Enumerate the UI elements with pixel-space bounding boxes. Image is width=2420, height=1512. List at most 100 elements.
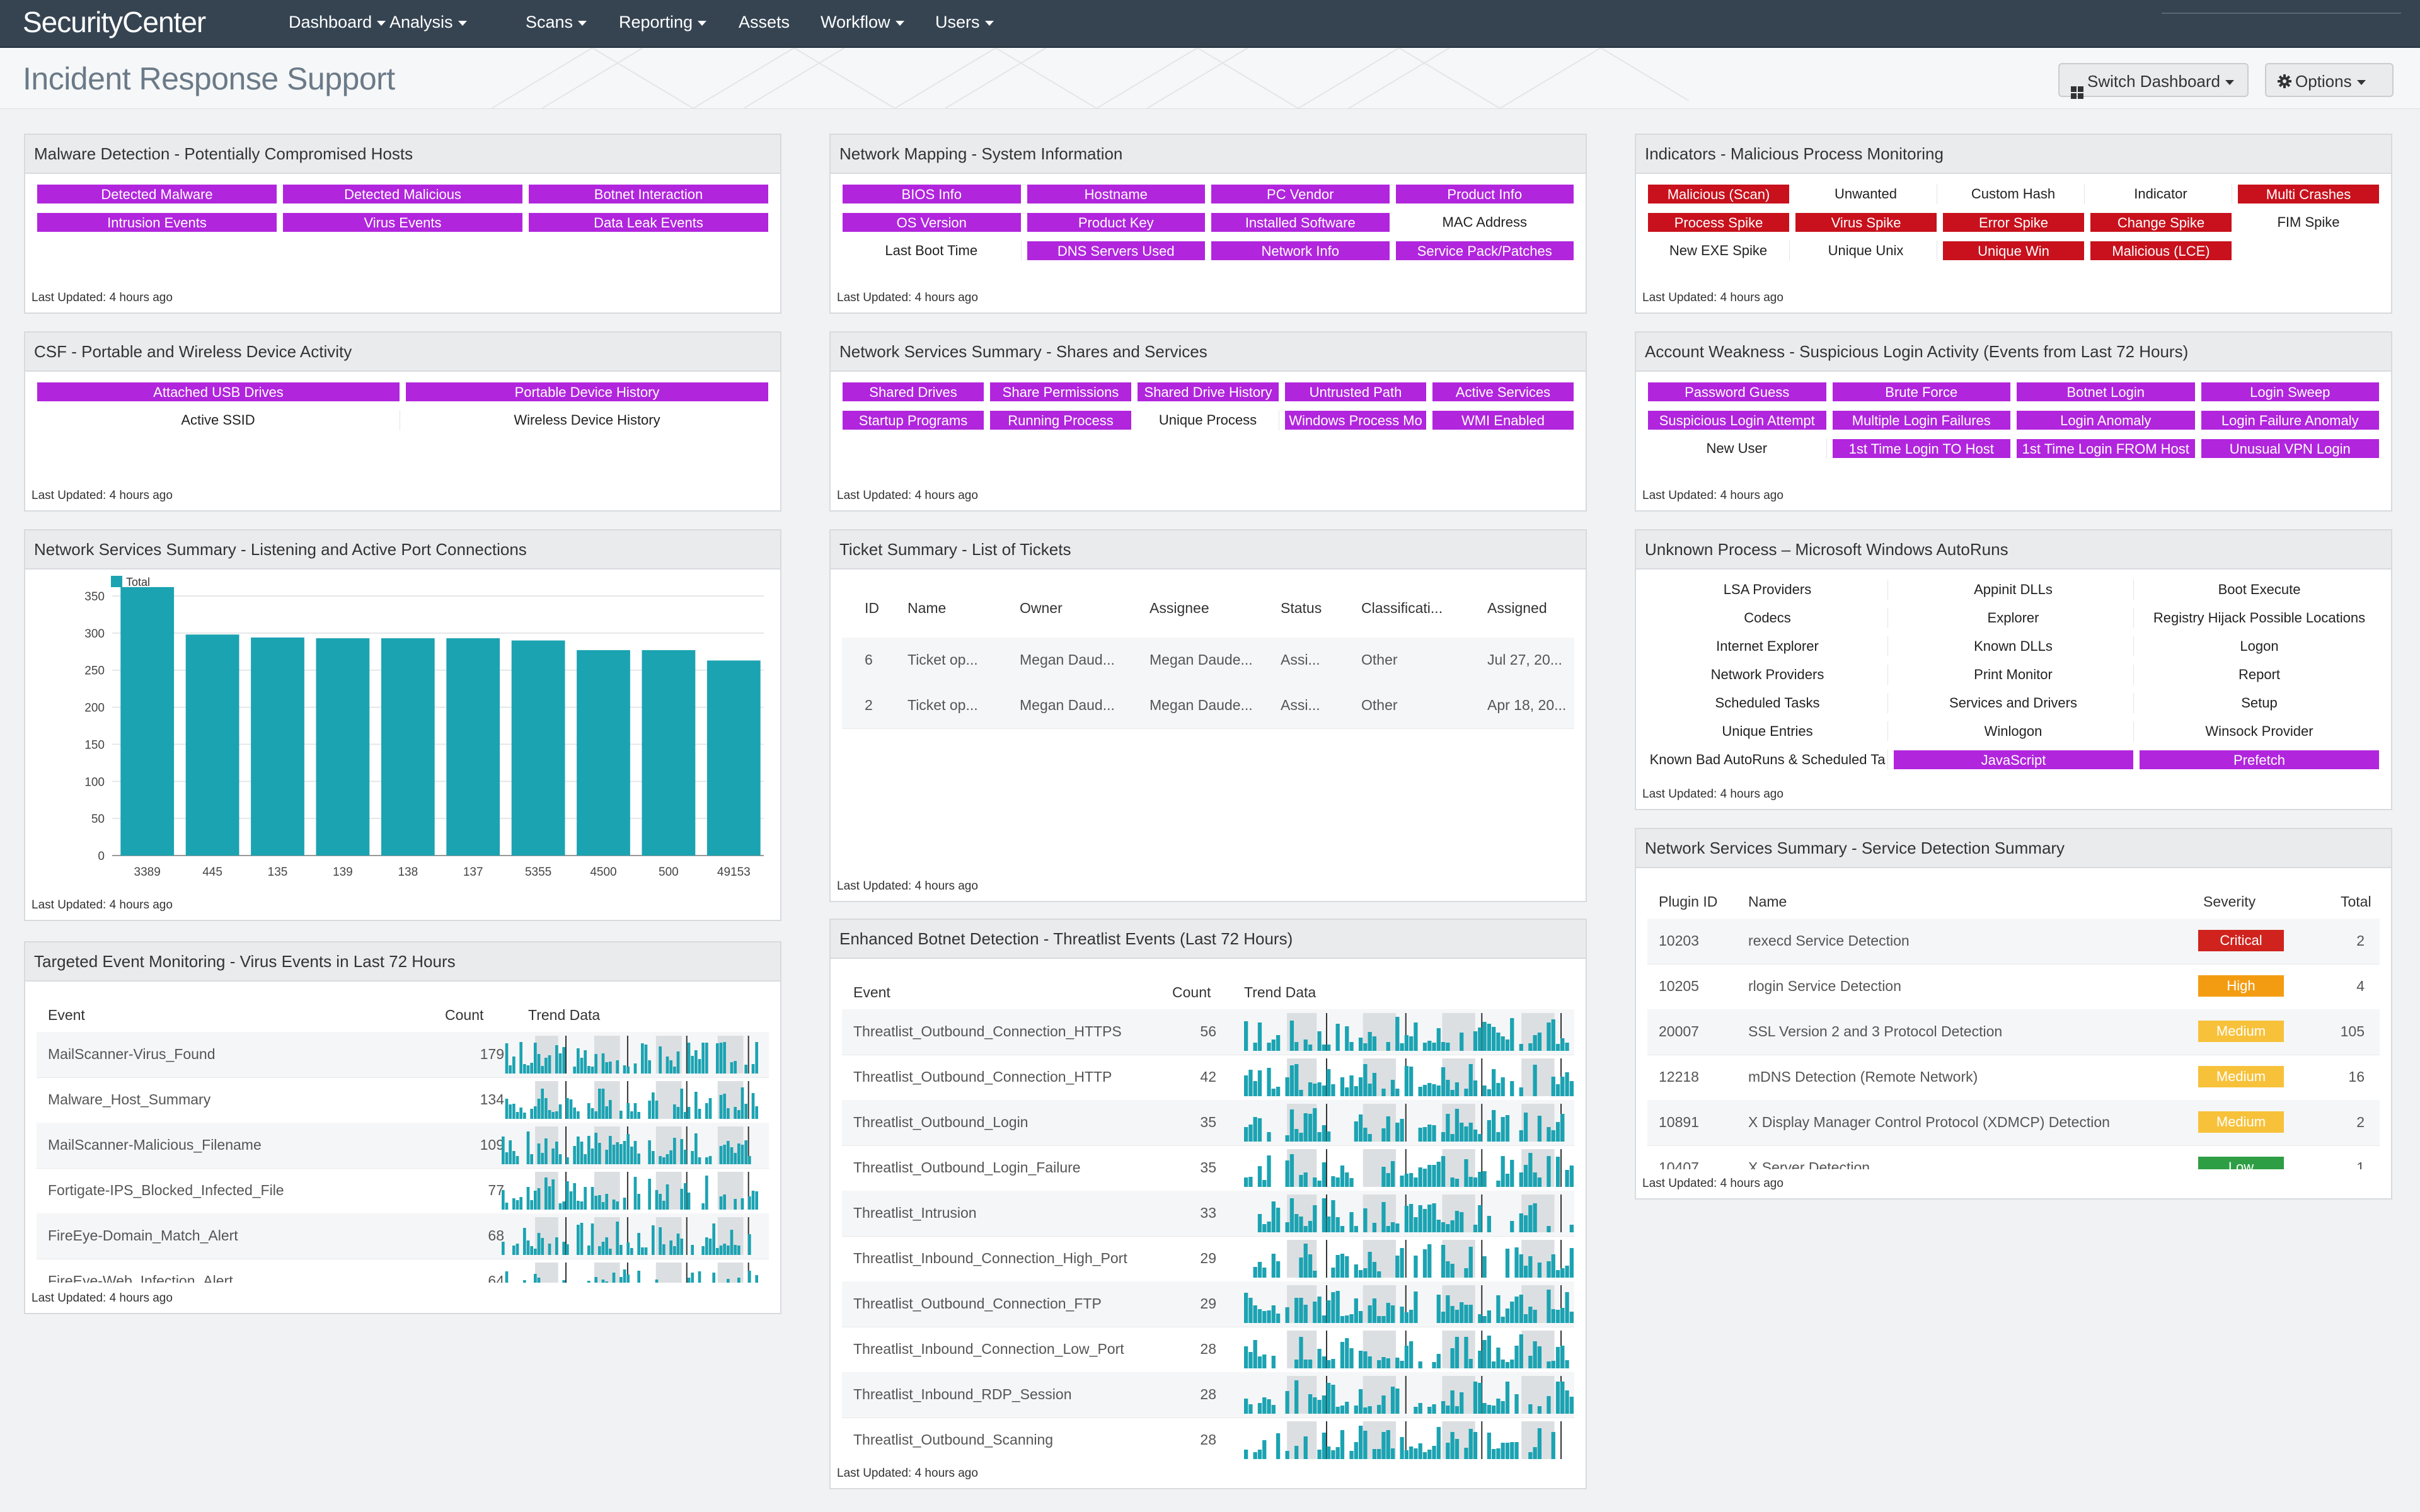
indicator-hostname[interactable]: Hostname xyxy=(1026,184,1206,204)
indicator-attached-usb-drives[interactable]: Attached USB Drives xyxy=(37,382,400,402)
event-row[interactable]: Threatlist_Outbound_Connection_FTP 29 xyxy=(842,1281,1574,1327)
bar-port-445[interactable] xyxy=(185,634,239,856)
indicator-prefetch[interactable]: Prefetch xyxy=(2139,750,2380,770)
indicator-report[interactable]: Report xyxy=(2139,665,2380,685)
service-row[interactable]: 10407 X Server Detection Low 1 xyxy=(1647,1145,2380,1169)
indicator-registry-hijack-possible-locations[interactable]: Registry Hijack Possible Locations xyxy=(2139,608,2380,628)
indicator-shared-drives[interactable]: Shared Drives xyxy=(842,382,984,402)
indicator-internet-explorer[interactable]: Internet Explorer xyxy=(1647,636,1888,656)
column-header-count[interactable]: Count xyxy=(1172,984,1211,1000)
indicator-shared-drive-history[interactable]: Shared Drive History xyxy=(1137,382,1279,402)
indicator-data-leak-events[interactable]: Data Leak Events xyxy=(528,212,769,232)
indicator-detected-malicious[interactable]: Detected Malicious xyxy=(282,184,523,204)
indicator-unique-win[interactable]: Unique Win xyxy=(1942,241,2085,261)
indicator-fim-spike[interactable]: FIM Spike xyxy=(2237,212,2380,232)
column-header-name[interactable]: Name xyxy=(1748,893,1787,910)
indicator-unwanted[interactable]: Unwanted xyxy=(1795,184,1937,204)
indicator-winsock-provider[interactable]: Winsock Provider xyxy=(2139,721,2380,742)
indicator-lsa-providers[interactable]: LSA Providers xyxy=(1647,580,1888,600)
event-row[interactable]: MailScanner-Virus_Found 179 xyxy=(37,1032,769,1078)
indicator-wmi-enabled[interactable]: WMI Enabled xyxy=(1432,410,1574,430)
indicator-pc-vendor[interactable]: PC Vendor xyxy=(1211,184,1390,204)
column-header-plugin-id[interactable]: Plugin ID xyxy=(1659,893,1718,910)
event-row[interactable]: FireEye-Domain_Match_Alert 68 xyxy=(37,1213,769,1259)
column-header-assignee[interactable]: Assignee xyxy=(1150,600,1209,616)
event-row[interactable]: Malware_Host_Summary 134 xyxy=(37,1077,769,1123)
indicator-unique-process[interactable]: Unique Process xyxy=(1137,410,1279,430)
indicator-services-and-drivers[interactable]: Services and Drivers xyxy=(1893,693,2134,713)
bar-port-3389[interactable] xyxy=(120,587,175,856)
column-header-owner[interactable]: Owner xyxy=(1020,600,1063,616)
event-row[interactable]: MailScanner-Malicious_Filename 109 xyxy=(37,1123,769,1169)
app-logo[interactable]: SecurityCenter xyxy=(23,6,206,38)
indicator-multi-crashes[interactable]: Multi Crashes xyxy=(2237,184,2380,204)
ticket-row[interactable]: 6 Ticket op... Megan Daud... Megan Daude...… xyxy=(842,638,1574,684)
indicator-winlogon[interactable]: Winlogon xyxy=(1893,721,2134,742)
indicator-javascript[interactable]: JavaScript xyxy=(1893,750,2134,770)
bar-port-135[interactable] xyxy=(251,637,304,856)
indicator-login-anomaly[interactable]: Login Anomaly xyxy=(2016,410,2196,430)
indicator-startup-programs[interactable]: Startup Programs xyxy=(842,410,984,430)
indicator-bios-info[interactable]: BIOS Info xyxy=(842,184,1022,204)
column-header-assigned[interactable]: Assigned xyxy=(1487,600,1547,616)
indicator-new-user[interactable]: New User xyxy=(1647,438,1827,459)
indicator-change-spike[interactable]: Change Spike xyxy=(2090,212,2232,232)
column-header-trend-data[interactable]: Trend Data xyxy=(528,1007,601,1023)
indicator-untrusted-path[interactable]: Untrusted Path xyxy=(1284,382,1427,402)
indicator-explorer[interactable]: Explorer xyxy=(1893,608,2134,628)
indicator-intrusion-events[interactable]: Intrusion Events xyxy=(37,212,277,232)
switch-dashboard-button[interactable]: Switch Dashboard xyxy=(2058,63,2249,100)
event-row[interactable]: Threatlist_Outbound_Connection_HTTPS 56 xyxy=(842,1009,1574,1055)
column-header-event[interactable]: Event xyxy=(853,984,890,1000)
ticket-row[interactable]: 2 Ticket op... Megan Daud... Megan Daude...… xyxy=(842,683,1574,729)
indicator-os-version[interactable]: OS Version xyxy=(842,212,1022,232)
indicator-login-sweep[interactable]: Login Sweep xyxy=(2200,382,2380,402)
column-header-severity[interactable]: Severity xyxy=(2203,893,2256,910)
indicator-suspicious-login-attempt[interactable]: Suspicious Login Attempt xyxy=(1647,410,1827,430)
indicator-error-spike[interactable]: Error Spike xyxy=(1942,212,2085,232)
indicator-detected-malware[interactable]: Detected Malware xyxy=(37,184,277,204)
indicator-print-monitor[interactable]: Print Monitor xyxy=(1893,665,2134,685)
indicator-password-guess[interactable]: Password Guess xyxy=(1647,382,1827,402)
indicator-boot-execute[interactable]: Boot Execute xyxy=(2139,580,2380,600)
indicator-1st-time-login-to-host[interactable]: 1st Time Login TO Host xyxy=(1831,438,2011,459)
indicator-scheduled-tasks[interactable]: Scheduled Tasks xyxy=(1647,693,1888,713)
indicator-wireless-device-history[interactable]: Wireless Device History xyxy=(405,410,769,430)
bar-port-138[interactable] xyxy=(381,638,435,856)
column-header-status[interactable]: Status xyxy=(1281,600,1322,616)
indicator-share-permissions[interactable]: Share Permissions xyxy=(989,382,1132,402)
indicator-process-spike[interactable]: Process Spike xyxy=(1647,212,1790,232)
event-row[interactable]: Threatlist_Intrusion 33 xyxy=(842,1191,1574,1237)
bar-port-137[interactable] xyxy=(446,638,500,856)
event-row[interactable]: Fortigate-IPS_Blocked_Infected_File 77 xyxy=(37,1168,769,1214)
indicator-codecs[interactable]: Codecs xyxy=(1647,608,1888,628)
indicator-known-dlls[interactable]: Known DLLs xyxy=(1893,636,2134,656)
nav-reporting[interactable]: Reporting xyxy=(619,13,707,32)
service-row[interactable]: 20007 SSL Version 2 and 3 Protocol Detect… xyxy=(1647,1009,2380,1055)
nav-users[interactable]: Users xyxy=(935,13,994,32)
event-row[interactable]: Threatlist_Inbound_Connection_Low_Port 28 xyxy=(842,1327,1574,1373)
bar-port-5355[interactable] xyxy=(511,640,565,856)
event-row[interactable]: Threatlist_Inbound_RDP_Session 28 xyxy=(842,1372,1574,1418)
column-header-trend-data[interactable]: Trend Data xyxy=(1244,984,1317,1000)
indicator-indicator[interactable]: Indicator xyxy=(2090,184,2232,204)
event-row[interactable]: Threatlist_Outbound_Login_Failure 35 xyxy=(842,1145,1574,1191)
indicator-logon[interactable]: Logon xyxy=(2139,636,2380,656)
indicator-login-failure-anomaly[interactable]: Login Failure Anomaly xyxy=(2200,410,2380,430)
event-row[interactable]: FireEye-Web_Infection_Alert 64 xyxy=(37,1259,769,1283)
event-row[interactable]: Threatlist_Outbound_Login 35 xyxy=(842,1100,1574,1146)
indicator-virus-spike[interactable]: Virus Spike xyxy=(1795,212,1937,232)
column-header-event[interactable]: Event xyxy=(48,1007,85,1023)
indicator-windows-process-mo[interactable]: Windows Process Mo xyxy=(1284,410,1427,430)
service-row[interactable]: 10891 X Display Manager Control Protocol … xyxy=(1647,1100,2380,1146)
nav-scans[interactable]: Scans xyxy=(526,13,587,32)
indicator-malicious-lce[interactable]: Malicious (LCE) xyxy=(2090,241,2232,261)
indicator-active-services[interactable]: Active Services xyxy=(1432,382,1574,402)
event-row[interactable]: Threatlist_Inbound_Connection_High_Port 2… xyxy=(842,1236,1574,1282)
indicator-malicious-scan[interactable]: Malicious (Scan) xyxy=(1647,184,1790,204)
service-row[interactable]: 10205 rlogin Service Detection High 4 xyxy=(1647,964,2380,1010)
event-row[interactable]: Threatlist_Outbound_Scanning 28 xyxy=(842,1418,1574,1462)
column-header-id[interactable]: ID xyxy=(865,600,879,616)
service-row[interactable]: 10203 rexecd Service Detection Critical 2 xyxy=(1647,919,2380,965)
indicator-virus-events[interactable]: Virus Events xyxy=(282,212,523,232)
